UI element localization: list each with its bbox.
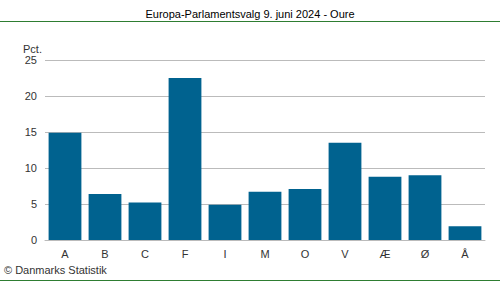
svg-text:V: V [341,248,349,260]
svg-text:© Danmarks Statistik: © Danmarks Statistik [4,264,107,276]
svg-text:M: M [260,248,269,260]
svg-text:25: 25 [25,54,37,66]
svg-text:C: C [141,248,149,260]
svg-text:F: F [182,248,189,260]
svg-text:Æ: Æ [380,248,391,260]
svg-text:Europa-Parlamentsvalg 9. juni: Europa-Parlamentsvalg 9. juni 2024 - Our… [145,8,354,20]
svg-text:I: I [223,248,226,260]
svg-text:20: 20 [25,90,37,102]
svg-text:Å: Å [461,248,469,260]
svg-text:A: A [61,248,69,260]
svg-text:0: 0 [31,234,37,246]
svg-text:Ø: Ø [421,248,430,260]
svg-text:5: 5 [31,198,37,210]
svg-text:10: 10 [25,162,37,174]
svg-text:15: 15 [25,126,37,138]
svg-text:O: O [301,248,310,260]
svg-text:Pct.: Pct. [23,43,42,55]
svg-text:B: B [101,248,108,260]
